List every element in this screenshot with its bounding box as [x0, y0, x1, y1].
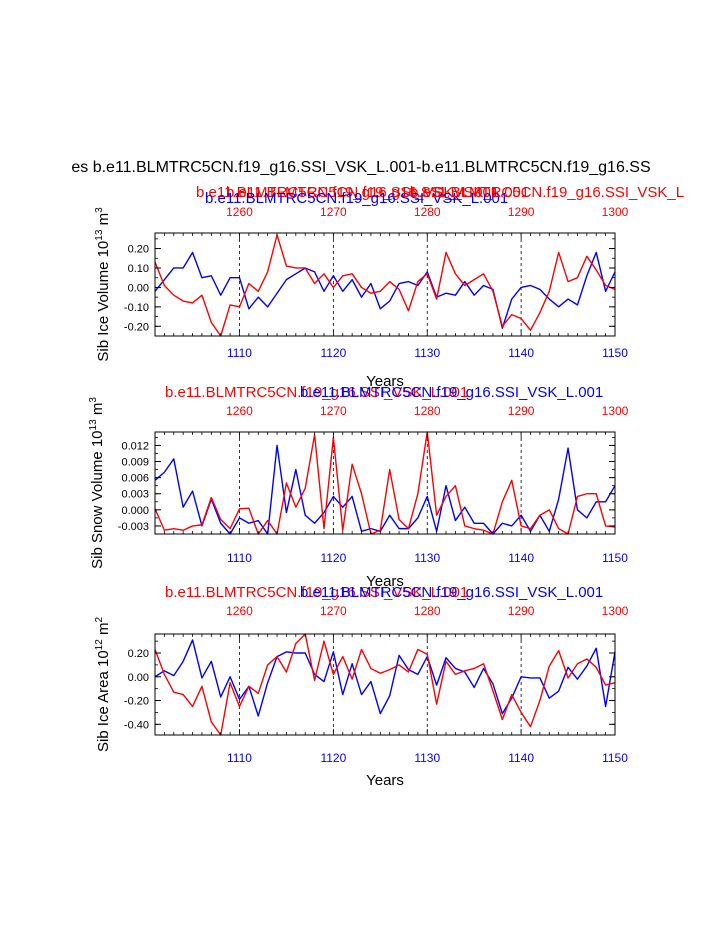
x-axis-label: Years	[366, 373, 404, 390]
panel-title-2: b.e11.BLMTRC5CN.f19_g16.SSI_VSK_L.001	[300, 384, 603, 401]
xtick-label-top: 1300	[602, 205, 629, 219]
xtick-label-bottom: 1150	[602, 551, 628, 565]
series-line-blue	[154, 251, 616, 329]
xtick-label-top: 1280	[414, 404, 441, 418]
ytick-label: 0.000	[121, 505, 149, 517]
x-axis-label: Years	[366, 772, 404, 789]
ytick-label: 0.012	[121, 440, 149, 452]
xtick-label-top: 1300	[602, 604, 629, 618]
ytick-label: -0.20	[124, 696, 149, 708]
xtick-label-top: 1280	[414, 604, 441, 618]
panel-1: b.e11.BLMTRC5CN.f19_g16.SSI_VSK_L.001b.e…	[94, 184, 684, 390]
xtick-label-bottom: 1120	[320, 551, 346, 565]
xtick-label-top: 1280	[414, 205, 441, 219]
xtick-label-top: 1290	[508, 404, 535, 418]
main-title: es b.e11.BLMTRC5CN.f19_g16.SSI_VSK_L.001…	[71, 159, 650, 176]
xtick-label-bottom: 1140	[508, 551, 534, 565]
series-line-red	[154, 234, 616, 337]
panel-title-2: b.e11.BLMTRC5CN.f19_g16.SSI_VSK_L.001	[300, 584, 603, 601]
ytick-label: 0.20	[128, 244, 149, 256]
xtick-label-bottom: 1140	[508, 346, 534, 360]
panel-title-4: b.e11.BLMTRC5CN.f19_g16.SSI_VSK_L	[410, 184, 684, 201]
xtick-label-top: 1260	[226, 205, 253, 219]
xtick-label-bottom: 1130	[414, 551, 440, 565]
panel-title-3: b.e11.BLMTRC5CN.f19_g16.SSI_VSK_L.001	[205, 190, 508, 207]
xtick-label-bottom: 1120	[320, 346, 346, 360]
xtick-label-bottom: 1120	[320, 751, 346, 765]
panel-2: b.e11.BLMTRC5CN.f19_g16.SSI_VSK_L.001b.e…	[88, 384, 629, 590]
y-axis-label: Sib Ice Area 1012 m2	[94, 617, 112, 753]
y-axis-label: Sib Snow Volume 1013 m3	[88, 397, 106, 569]
panel-title-1: b.e11.BLMTRC5CN.f19_g16.SSI_VSK_L.001	[165, 384, 468, 401]
series-line-blue	[154, 444, 616, 535]
xtick-label-bottom: 1110	[227, 346, 252, 360]
xtick-label-top: 1300	[602, 404, 629, 418]
xtick-label-bottom: 1130	[414, 346, 440, 360]
series-line-red	[154, 431, 616, 535]
xtick-label-top: 1290	[508, 205, 535, 219]
ytick-label: 0.20	[128, 648, 149, 660]
xtick-label-top: 1270	[320, 404, 347, 418]
ytick-label: 0.00	[128, 672, 149, 684]
plot-frame	[154, 232, 616, 337]
plot-frame	[154, 633, 616, 736]
xtick-label-top: 1290	[508, 604, 535, 618]
xtick-label-bottom: 1130	[414, 751, 440, 765]
x-axis-label: Years	[366, 573, 404, 590]
xtick-label-top: 1260	[226, 404, 253, 418]
panels: b.e11.BLMTRC5CN.f19_g16.SSI_VSK_L.001b.e…	[88, 184, 684, 789]
series-line-red	[154, 633, 616, 736]
ytick-label: -0.20	[124, 321, 149, 333]
ytick-label: 0.10	[128, 263, 149, 275]
ytick-label: -0.40	[124, 719, 149, 731]
ytick-label: 0.006	[121, 473, 149, 485]
xtick-label-bottom: 1110	[227, 751, 252, 765]
panel-title-2: b.e11.BLMTRC5CN.f19_g16.SSI_VSK_L.001	[226, 184, 529, 201]
ytick-label: 0.009	[121, 457, 149, 469]
ytick-label: 0.00	[128, 282, 149, 294]
ytick-label: -0.10	[124, 302, 149, 314]
xtick-label-bottom: 1110	[227, 551, 252, 565]
panel-3: b.e11.BLMTRC5CN.f19_g16.SSI_VSK_L.001b.e…	[94, 584, 629, 789]
ytick-label: 0.003	[121, 489, 149, 501]
series-line-blue	[154, 639, 616, 717]
plot-frame	[154, 431, 616, 535]
xtick-label-top: 1270	[320, 604, 347, 618]
ytick-label: -0.003	[118, 521, 149, 533]
xtick-label-bottom: 1140	[508, 751, 534, 765]
xtick-label-bottom: 1150	[602, 751, 628, 765]
panel-title-1: b.e11.BLMTRC5CN.f19_g16.SSI_VSK_L.001	[165, 584, 468, 601]
xtick-label-bottom: 1150	[602, 346, 628, 360]
y-axis-label: Sib Ice Volume 1013 m3	[94, 207, 112, 362]
xtick-label-top: 1260	[226, 604, 253, 618]
xtick-label-top: 1270	[320, 205, 347, 219]
panel-title-1: b.e11.BLMTRC5CN.f19_g16.SSI_VSK_L.001	[196, 184, 499, 201]
